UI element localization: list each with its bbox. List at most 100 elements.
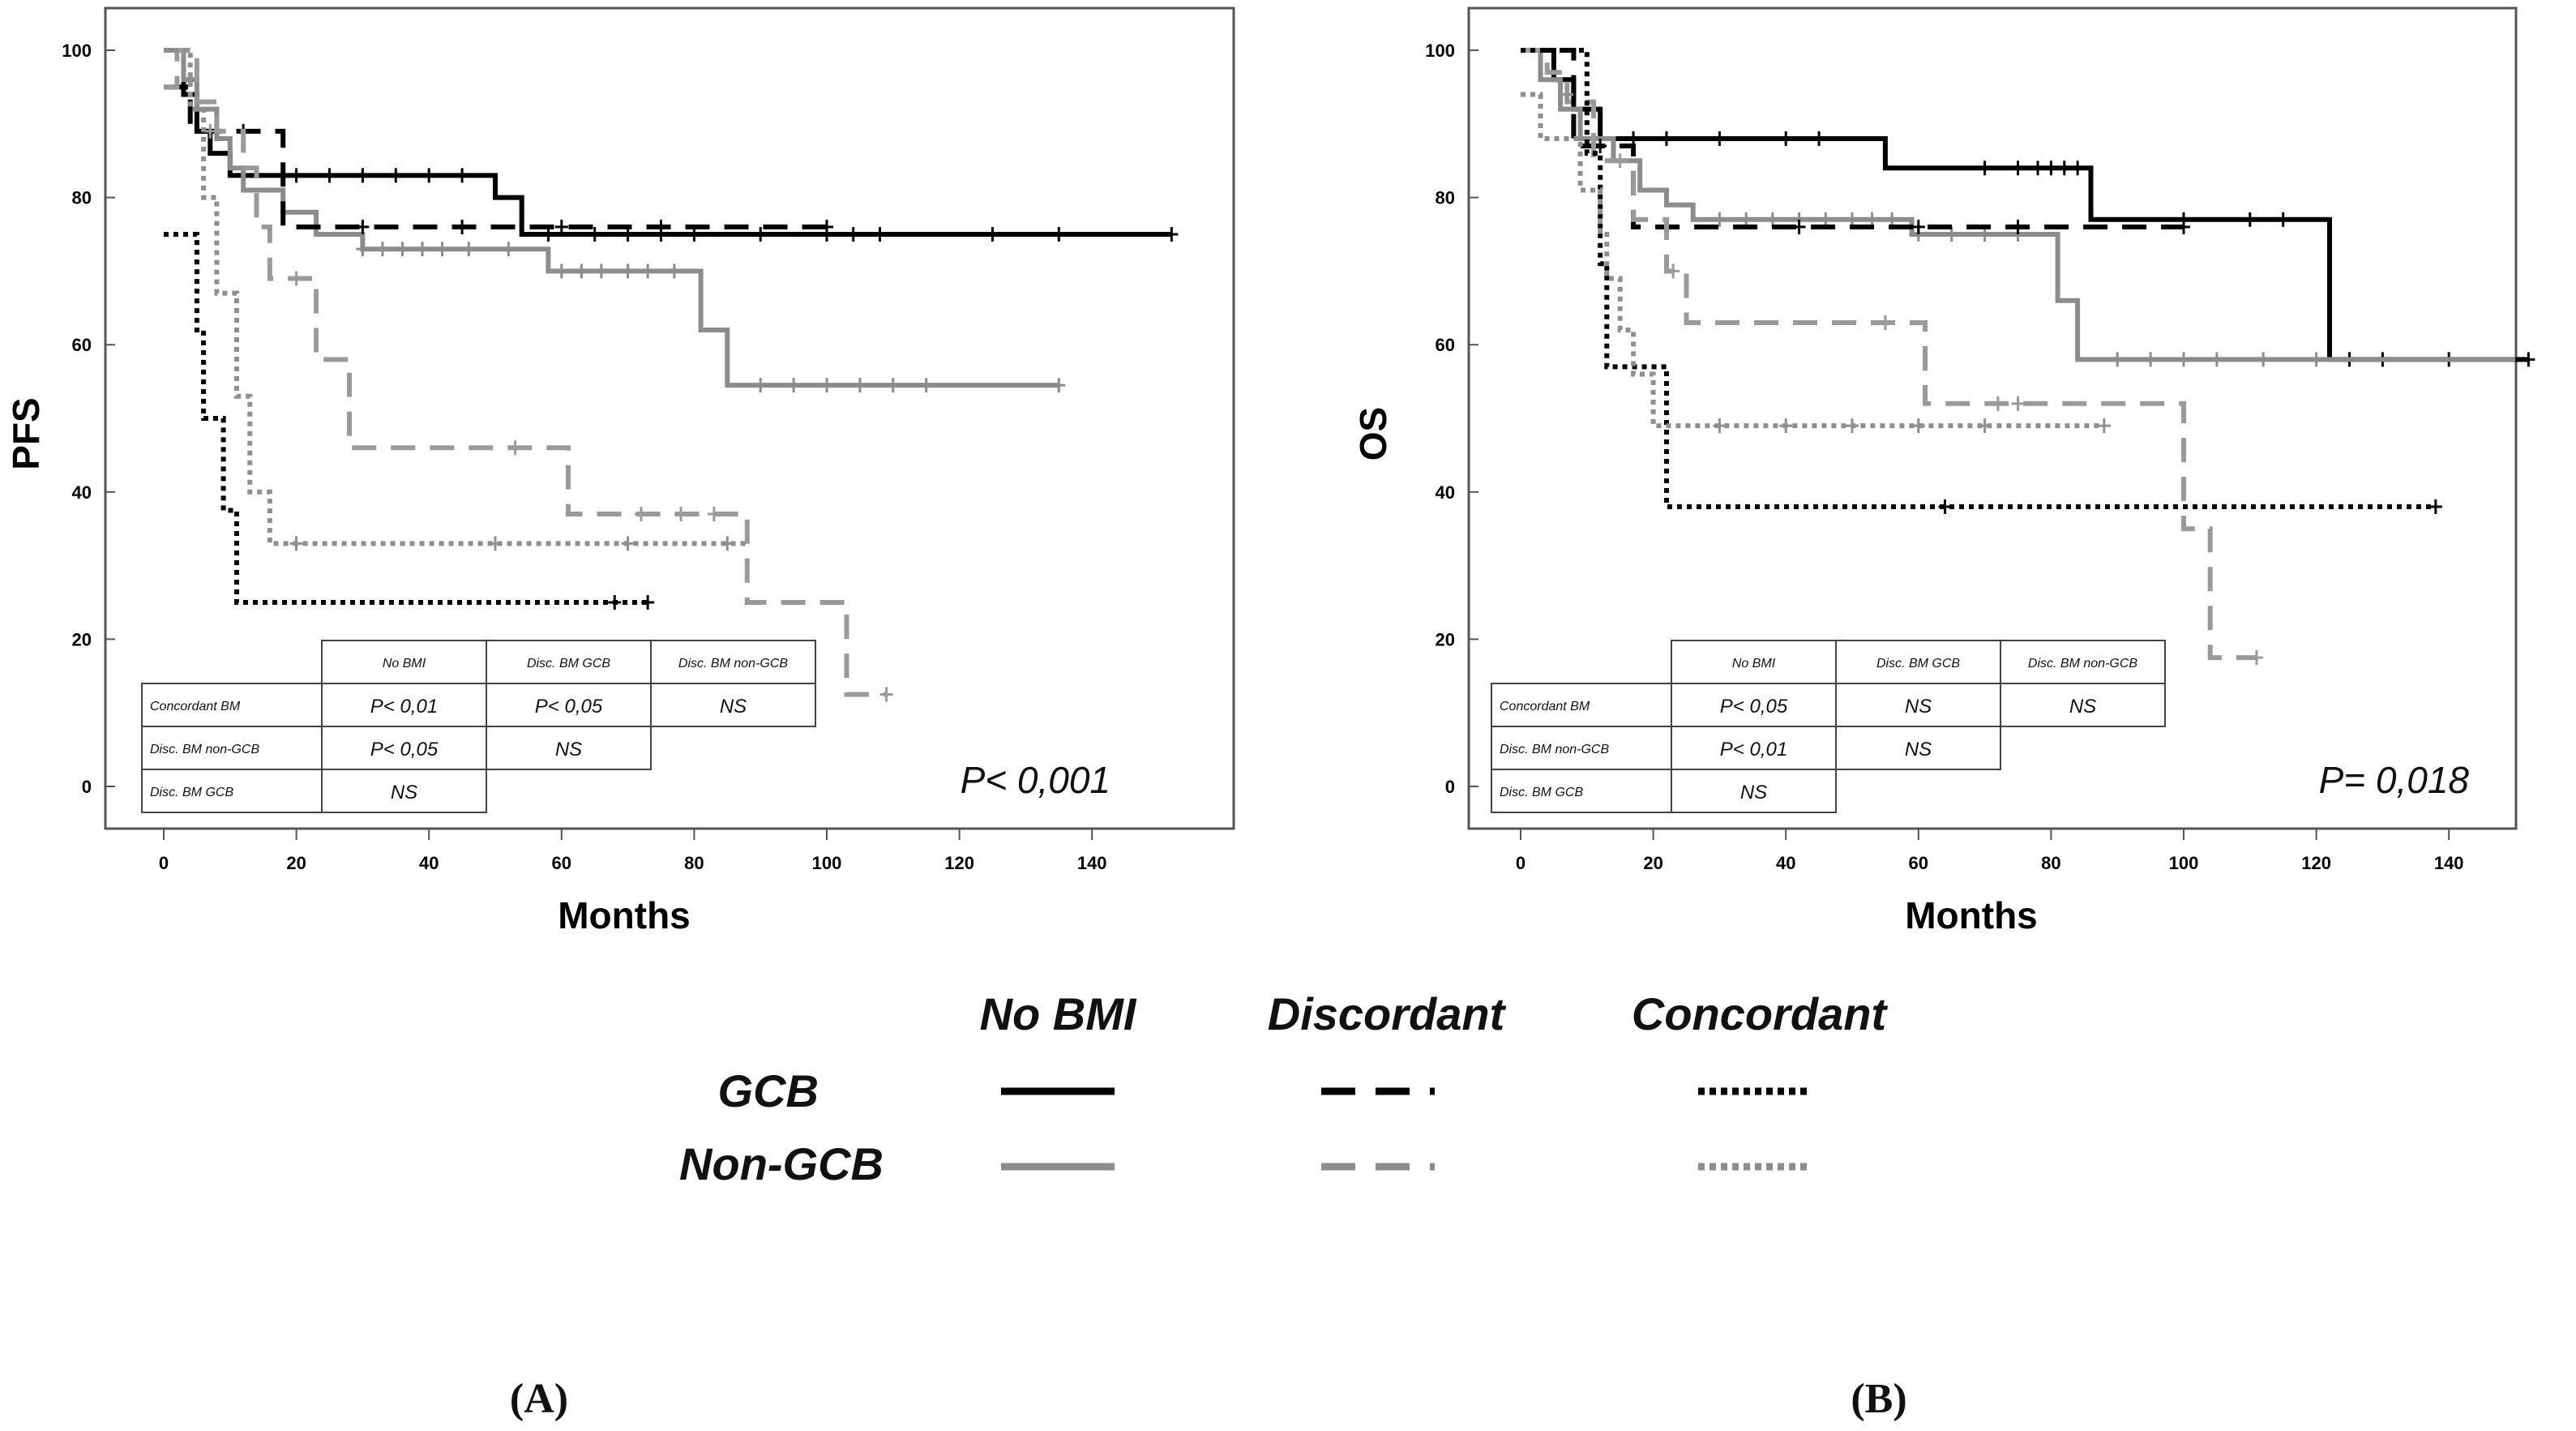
series-gcb-no-bmi [1521,48,2535,367]
table-header-cell [486,640,652,684]
table-row-label: Disc. BM non-GCB [1500,743,1609,756]
survival-line [164,48,747,546]
survival-line [164,84,827,229]
table-cell [1671,683,1837,727]
table-row-label-cell [141,726,323,770]
panel-a-xlabel: Months [558,894,691,936]
table-row-label-cell [141,683,323,727]
series-non-gcb-discordant [164,48,893,702]
legend-swatches [1001,1087,1812,1171]
panel-b-ylabel: OS [1352,407,1394,461]
table-cell [1835,726,2001,770]
panel-a-ylabel: PFS [5,397,47,469]
table-header-cell [1835,640,2001,684]
x-tick-label: 120 [2301,853,2331,873]
panel-b: 0 20 40 60 80 100 0 20 40 60 80 100 120 140 No BMI Disc… [1425,41,2535,873]
x-tick-label: 0 [1516,853,1525,873]
x-tick-label: 60 [552,853,571,873]
table-cell-value: NS [720,696,747,718]
table-header-label: Disc. BM GCB [527,657,610,671]
x-tick-label: 100 [812,853,842,873]
x-tick-label: 120 [944,853,974,873]
table-row-label: Concordant BM [1500,700,1590,713]
series-non-gcb-no-bmi [1521,48,2515,367]
y-tick-label: 40 [1436,482,1455,503]
panel-a-p-value: P< 0,001 [961,759,1110,801]
table-cell-value: P< 0,05 [535,696,603,718]
y-tick-label: 80 [1436,188,1455,208]
table-row-label: Disc. BM GCB [1500,786,1583,799]
table-row-label: Concordant BM [150,700,241,713]
comparison-table: No BMI Disc. BM GCB Disc. BM non-GCB Concor… [1491,640,2166,813]
y-tick-label: 0 [82,777,92,797]
x-tick-label: 20 [1643,853,1662,873]
y-tick-label: 100 [1425,41,1455,61]
panel-a-plot-frame [104,6,1235,830]
y-tick-label: 20 [72,629,92,649]
x-tick-label: 140 [2434,853,2464,873]
survival-line [1521,48,2436,509]
table-cell-value: NS [1740,782,1767,803]
legend-row-non-gcb: Non-GCB [679,1138,884,1189]
panel-b-p-value: P= 0,018 [2319,759,2470,801]
table-cell-value: NS [555,739,582,760]
legend-row-gcb: GCB [718,1065,819,1116]
series-non-gcb-concordant [164,48,747,551]
survival-line [164,48,1172,237]
survival-line [1521,92,2104,429]
series-non-gcb-concordant [1521,87,2111,434]
legend-col-discordant: Discordant [1268,988,1507,1039]
y-tick-label: 80 [72,188,92,208]
survival-line [164,48,1059,388]
y-tick-label: 60 [72,335,92,355]
y-tick-label: 100 [62,41,92,61]
legend-col-no-bmi: No BMI [980,988,1137,1039]
series-gcb-concordant [164,232,655,610]
table-header-cell [2000,640,2166,684]
series-gcb-concordant [1521,48,2442,514]
table-cell-value: NS [1905,739,1932,760]
x-tick-label: 80 [2041,853,2060,873]
table-header-label: Disc. BM non-GCB [678,657,788,671]
survival-line [164,48,887,697]
table-header-label: Disc. BM non-GCB [2028,657,2137,671]
survival-line [164,232,648,605]
panel-a: 0 20 40 60 80 100 0 20 40 60 80 100 120 140 No BMI Disc… [62,41,1179,873]
table-cell [2000,683,2166,727]
table-cell [650,683,816,727]
x-tick-label: 100 [2169,853,2199,873]
table-cell-value: NS [391,782,417,803]
series-non-gcb-discordant [1521,48,2263,666]
comparison-table: No BMI Disc. BM GCB Disc. BM non-GCB Concor… [141,640,816,813]
series-gcb-no-bmi [164,48,1179,242]
table-header-label: No BMI [383,657,426,671]
table-cell [486,683,652,727]
table-cell-value: NS [1905,696,1932,718]
table-row-label: Disc. BM non-GCB [150,743,259,756]
legend-col-concordant: Concordant [1632,988,1889,1039]
table-cell [1671,769,1837,813]
survival-line [1521,48,2515,362]
x-tick-label: 0 [159,853,169,873]
table-header-cell [1671,640,1837,684]
series-gcb-discordant [164,84,833,234]
table-header-label: No BMI [1732,657,1776,671]
table-header-label: Disc. BM GCB [1876,657,1960,671]
table-cell-value: P< 0,01 [370,696,438,718]
y-tick-label: 40 [72,482,92,503]
series-gcb-discordant [1521,48,2190,234]
table-cell [321,769,487,813]
x-tick-label: 140 [1077,853,1107,873]
x-tick-label: 80 [684,853,704,873]
table-header-cell [321,640,487,684]
panel-b-plot-frame [1467,6,2518,830]
table-header-cell [650,640,816,684]
x-tick-label: 40 [419,853,439,873]
x-tick-label: 40 [1776,853,1795,873]
table-cell-value: NS [2069,696,2096,718]
x-tick-label: 60 [1909,853,1928,873]
y-tick-label: 60 [1436,335,1455,355]
series-non-gcb-no-bmi [164,48,1066,393]
table-cell-value: P< 0,01 [1720,739,1787,760]
